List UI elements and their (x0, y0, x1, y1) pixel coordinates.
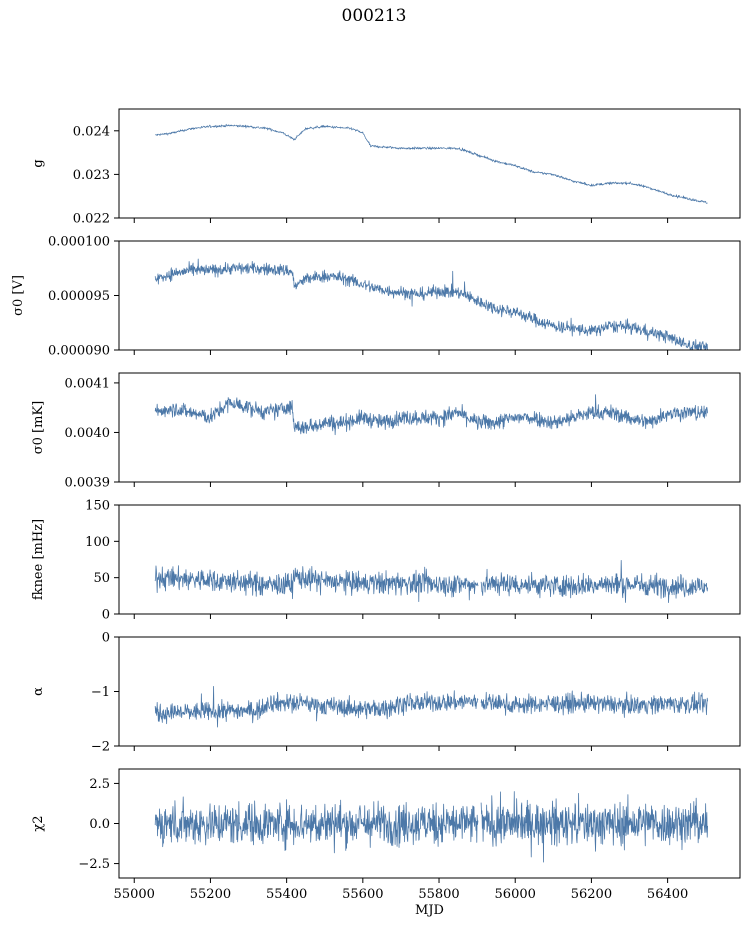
x-tick-label: 55000 (114, 887, 155, 902)
x-tick-label: 56200 (571, 887, 612, 902)
y-tick-label: 0.000100 (48, 235, 110, 250)
x-tick-label: 55200 (190, 887, 231, 902)
y-axis-label: χ2 (31, 815, 46, 831)
x-tick-label: 55800 (418, 887, 459, 902)
y-tick-label: 0.0041 (65, 376, 111, 391)
y-axis-label: σ0 [V] (11, 275, 26, 316)
axes-frame (118, 636, 741, 747)
y-tick-label: 0.024 (73, 124, 110, 139)
x-axis-label: MJD (415, 903, 444, 918)
axes-frame (118, 108, 741, 219)
series-line-3 (154, 394, 709, 436)
y-tick-label: 0.000095 (48, 289, 110, 304)
series-line-4 (154, 559, 709, 603)
y-axis-label: α (31, 687, 46, 696)
y-tick-label: 2.5 (89, 777, 110, 792)
y-tick-label: 0.0 (89, 817, 110, 832)
panel-3: 0.0039 0.0040 0.0041 σ0 [mK] (31, 372, 741, 491)
y-axis-label: σ0 [mK] (31, 401, 46, 454)
y-tick-label: 150 (85, 499, 110, 514)
y-tick-label: 0.0039 (65, 476, 111, 491)
axes-frame (118, 372, 741, 483)
x-tick-label: 56000 (495, 887, 536, 902)
y-tick-label: −2.5 (78, 857, 110, 872)
y-tick-label: 50 (93, 571, 110, 586)
y-tick-label: −1 (91, 685, 110, 700)
series-line-2 (154, 258, 708, 350)
x-tick-label: 55400 (266, 887, 307, 902)
y-tick-label: 0.000090 (48, 344, 110, 359)
panel-1: 0.022 0.023 0.024 g (31, 108, 741, 227)
figure-title: 000213 (341, 6, 407, 26)
y-tick-label: 100 (85, 535, 110, 550)
series-line-1 (155, 123, 708, 204)
series-line-6 (154, 791, 709, 863)
x-tick-label: 55600 (342, 887, 383, 902)
panel-5: −2 −1 0 α (31, 631, 741, 755)
series-line-5 (154, 685, 709, 728)
y-axis-label: fknee [mHz] (31, 519, 46, 600)
y-tick-label: 0 (102, 631, 110, 646)
y-tick-label: −2 (91, 740, 110, 755)
panel-2: 0.000090 0.000095 0.000100 σ0 [V] (11, 235, 741, 359)
y-axis-label: g (31, 159, 46, 167)
panel-6: −2.5 0.0 2.5 55000 55200 55400 55600 55800 56000… (31, 768, 741, 902)
axes-frame (118, 504, 741, 615)
y-tick-label: 0.0040 (65, 426, 111, 441)
x-tick-label: 56400 (647, 887, 688, 902)
panel-4: 0 50 100 150 fknee [mHz] (31, 499, 741, 623)
y-tick-label: 0.022 (73, 212, 110, 227)
y-tick-label: 0 (102, 608, 110, 623)
y-tick-label: 0.023 (73, 168, 110, 183)
